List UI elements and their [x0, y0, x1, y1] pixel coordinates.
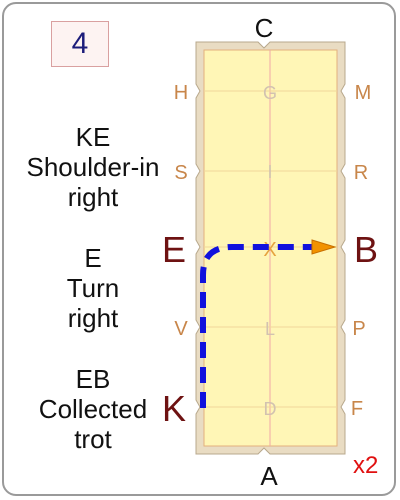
letter-centre-1: G [263, 83, 277, 103]
letter-right-2: R [354, 162, 368, 184]
letter-right-5: F [351, 398, 363, 420]
letter-left-4: V [174, 318, 188, 340]
letter-right-3: B [354, 229, 378, 270]
letter-left-5: K [162, 388, 186, 429]
letter-right-4: P [352, 318, 365, 340]
movement-1-line-2: Shoulder-in [26, 152, 160, 182]
movement-number: 4 [71, 27, 89, 60]
letter-left-1: H [174, 82, 188, 104]
movement-3-line-3: trot [74, 424, 112, 454]
movement-2-line-2: Turn [66, 273, 120, 303]
movement-2-line-1: E [84, 243, 102, 273]
letter-bottom: A [260, 461, 278, 491]
movement-3-line-2: Collected [38, 394, 148, 424]
letter-centre-2: I [267, 162, 272, 182]
letter-left-3: E [162, 229, 186, 270]
letter-centre-5: D [264, 399, 277, 419]
movement-description-3: EB Collected trot [8, 364, 178, 454]
movement-1-line-1: KE [75, 122, 111, 152]
movement-description-2: E Turn right [8, 243, 178, 333]
movement-number-badge: 4 [51, 21, 109, 67]
movement-description-1: KE Shoulder-in right [8, 122, 178, 212]
repeat-count: x2 [353, 452, 379, 479]
letter-left-2: S [174, 162, 187, 184]
movement-2-line-3: right [67, 303, 119, 333]
letter-centre-4: L [265, 319, 275, 339]
letter-right-1: M [355, 82, 372, 104]
movement-path [200, 244, 312, 408]
direction-arrow-icon [311, 239, 337, 255]
movement-3-line-1: EB [75, 364, 111, 394]
movement-1-line-3: right [67, 182, 119, 212]
letter-top: C [255, 13, 274, 43]
